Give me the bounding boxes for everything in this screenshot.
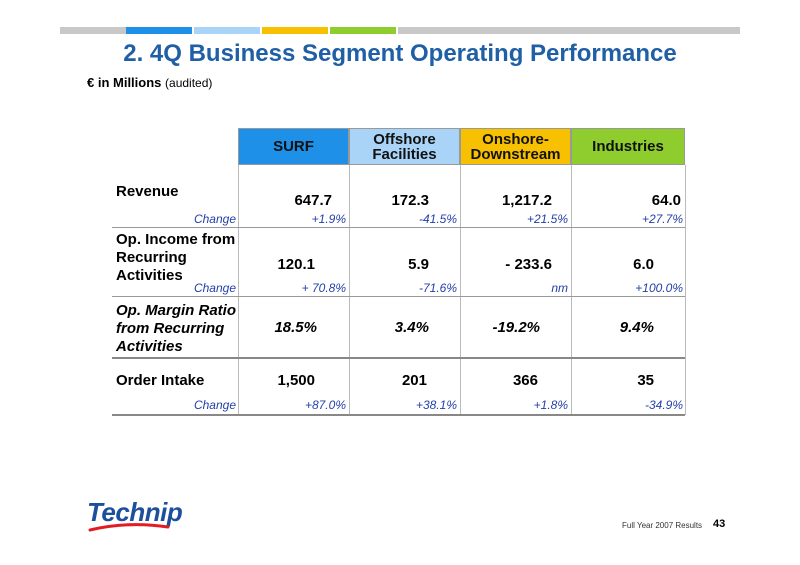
order-intake-value-onshore: 366	[512, 372, 538, 389]
bar-segment-blue	[126, 27, 192, 34]
op-income-value-onshore: - 233.6	[505, 256, 552, 273]
op-income-change-industries: +100.0%	[635, 281, 683, 295]
row-label-op-margin: Op. Margin Ratio from Recurring Activiti…	[116, 302, 236, 355]
bar-segment-yellow	[262, 27, 328, 34]
revenue-change-label: Change	[193, 212, 236, 226]
revenue-change-offshore: -41.5%	[418, 212, 457, 226]
revenue-change-onshore: +21.5%	[526, 212, 568, 226]
bar-segment-green	[330, 27, 396, 34]
revenue-value-onshore: 1,217.2	[501, 192, 552, 209]
revenue-change-surf: +1.9%	[311, 212, 346, 226]
page-number: 43	[713, 518, 726, 530]
op-margin-value-surf: 18.5%	[274, 319, 317, 336]
units-subtitle: € in Millions (audited)	[87, 75, 212, 90]
order-intake-change-surf: +87.0%	[304, 398, 346, 412]
bar-segment-gray-right	[398, 27, 740, 34]
op-income-change-offshore: -71.6%	[418, 281, 457, 295]
order-intake-value-surf: 1,500	[277, 372, 315, 389]
row-label-op-income: Op. Income from Recurring Activities	[116, 231, 236, 284]
order-intake-change-offshore: +38.1%	[415, 398, 457, 412]
row-label-revenue: Revenue	[116, 183, 179, 200]
grid-vline	[349, 165, 350, 415]
op-income-change-surf: + 70.8%	[301, 281, 346, 295]
grid-vline	[685, 165, 686, 415]
table-bottom-border	[112, 414, 685, 416]
row-label-order-intake: Order Intake	[116, 372, 205, 389]
op-income-change-onshore: nm	[551, 281, 568, 295]
column-header-industries: Industries	[571, 128, 685, 165]
revenue-value-surf: 647.7	[294, 192, 332, 209]
grid-vline	[571, 165, 572, 415]
row-divider	[112, 227, 685, 228]
audited-note: (audited)	[165, 76, 213, 90]
op-income-value-surf: 120.1	[277, 256, 315, 273]
logo-swoosh-icon	[88, 523, 170, 532]
page-title: 2. 4Q Business Segment Operating Perform…	[123, 40, 677, 67]
op-margin-value-onshore: -19.2%	[492, 319, 540, 336]
order-intake-value-offshore: 201	[401, 372, 427, 389]
footer-caption: Full Year 2007 Results	[622, 521, 703, 530]
op-income-value-offshore: 5.9	[408, 256, 429, 273]
units-label: € in Millions	[87, 75, 162, 90]
bar-segment-gray-left	[60, 27, 126, 34]
op-income-value-industries: 6.0	[633, 256, 654, 273]
order-intake-value-industries: 35	[637, 372, 654, 389]
order-intake-change-industries: -34.9%	[644, 398, 683, 412]
order-intake-change-onshore: +1.8%	[533, 398, 568, 412]
bar-segment-light-blue	[194, 27, 260, 34]
op-income-change-label: Change	[193, 281, 236, 295]
op-margin-value-industries: 9.4%	[619, 319, 654, 336]
row-divider-thick	[112, 357, 685, 359]
revenue-change-industries: +27.7%	[641, 212, 683, 226]
column-header-surf: SURF	[238, 128, 349, 165]
top-color-bar	[60, 27, 740, 34]
row-divider	[112, 296, 685, 297]
order-intake-change-label: Change	[193, 398, 236, 412]
column-header-onshore: Onshore-Downstream	[460, 128, 571, 165]
technip-logo: Technip	[87, 497, 183, 527]
grid-vline	[460, 165, 461, 415]
column-header-offshore: Offshore Facilities	[349, 128, 460, 165]
grid-vline	[238, 165, 239, 415]
revenue-value-industries: 64.0	[651, 192, 681, 209]
op-margin-value-offshore: 3.4%	[394, 319, 429, 336]
revenue-value-offshore: 172.3	[391, 192, 429, 209]
